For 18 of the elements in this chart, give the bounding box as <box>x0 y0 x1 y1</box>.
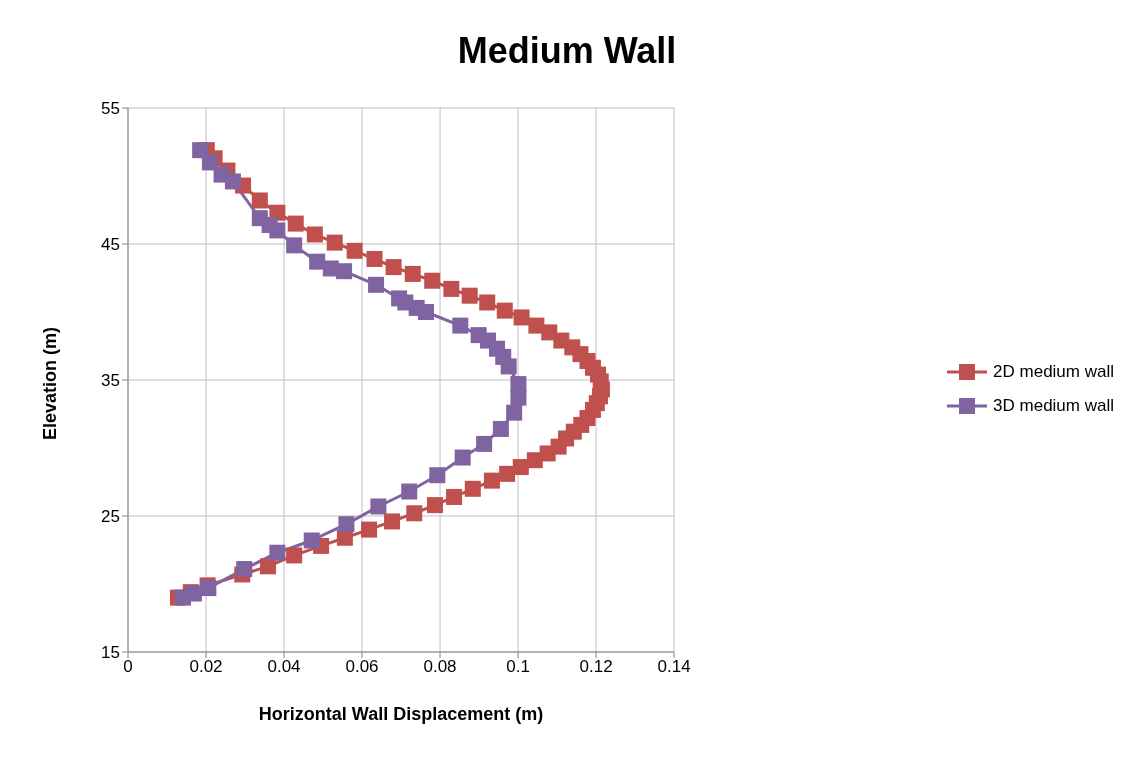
legend-label: 2D medium wall <box>993 362 1114 382</box>
chart-title: Medium Wall <box>456 30 678 72</box>
y-tick-label: 55 <box>101 99 120 119</box>
legend-label: 3D medium wall <box>993 396 1114 416</box>
x-tick-label: 0.08 <box>423 657 457 677</box>
x-axis-title: Horizontal Wall Displacement (m) <box>258 704 544 724</box>
y-tick-label: 25 <box>101 507 120 527</box>
y-tick-label: 35 <box>101 371 120 391</box>
x-tick-label: 0 <box>123 657 133 677</box>
x-tick-label: 0.14 <box>657 657 691 677</box>
y-tick-label: 15 <box>101 643 120 663</box>
y-axis-title: Elevation (m) <box>40 326 61 440</box>
x-tick-label: 0.04 <box>267 657 301 677</box>
y-tick-label: 45 <box>101 235 120 255</box>
x-tick-label: 0.12 <box>579 657 613 677</box>
x-tick-label: 0.1 <box>506 657 530 677</box>
x-tick-label: 0.02 <box>189 657 223 677</box>
x-tick-label: 0.06 <box>345 657 379 677</box>
